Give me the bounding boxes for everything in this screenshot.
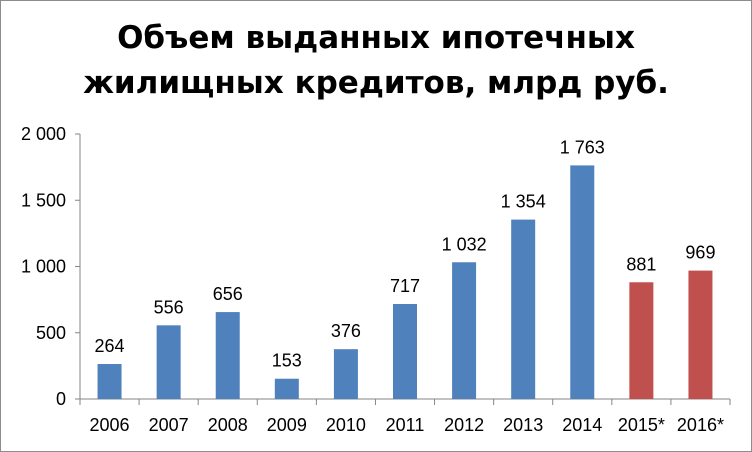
data-label: 153 [272, 351, 302, 371]
x-tick-label: 2009 [267, 415, 307, 435]
bar-2014 [570, 165, 595, 399]
bar-2011 [393, 303, 417, 399]
data-labels: 264 556 656 153 376 717 1 032 1 354 1 763 881 969 [95, 137, 716, 370]
data-label: 264 [95, 336, 125, 356]
x-axis: 2006 2007 2008 2009 2010 2011 2012 2013 2014 2015… [79, 398, 731, 435]
data-label: 1 354 [501, 192, 546, 212]
bar-2007 [156, 325, 181, 399]
chart-title-line-2: жилищных кредитов, млрд руб. [83, 65, 669, 101]
data-label: 376 [331, 321, 361, 341]
x-tick-label: 2014 [562, 415, 602, 435]
bar-2009 [274, 378, 299, 399]
data-label: 717 [390, 276, 420, 296]
bar-2015-forecast [629, 282, 654, 399]
bar-2006 [97, 364, 122, 399]
x-tick-label: 2008 [208, 415, 248, 435]
data-label: 1 763 [560, 137, 605, 157]
data-label: 556 [154, 297, 184, 317]
x-tick-label: 2012 [444, 415, 484, 435]
data-label: 1 032 [442, 234, 487, 254]
y-tick-label: 1 500 [21, 190, 66, 210]
bar-2008 [215, 312, 240, 399]
bars [97, 165, 713, 399]
bar-2016-forecast [688, 270, 713, 399]
y-tick-label: 2 000 [21, 124, 66, 144]
bar-2012 [452, 262, 477, 399]
x-tick-label: 2016* [677, 415, 724, 435]
y-tick-label: 1 000 [21, 257, 66, 277]
x-tick-label: 2013 [503, 415, 543, 435]
chart-title: Объем выданных ипотечных жилищных кредит… [0, 16, 752, 106]
x-tick-label: 2007 [149, 415, 189, 435]
y-tick-label: 500 [36, 323, 66, 343]
data-label: 969 [685, 243, 715, 263]
y-tick-label: 0 [56, 389, 66, 409]
data-label: 881 [626, 254, 656, 274]
x-tick-label: 2010 [326, 415, 366, 435]
x-tick-label: 2015* [618, 415, 665, 435]
bar-2010 [333, 349, 358, 399]
y-axis: 0 500 1 000 1 500 2 000 [21, 124, 81, 409]
x-tick-label: 2011 [386, 415, 425, 435]
chart-title-line-1: Объем выданных ипотечных [117, 20, 635, 56]
bar-2013 [511, 219, 536, 399]
x-tick-label: 2006 [90, 415, 130, 435]
data-label: 656 [213, 284, 243, 304]
